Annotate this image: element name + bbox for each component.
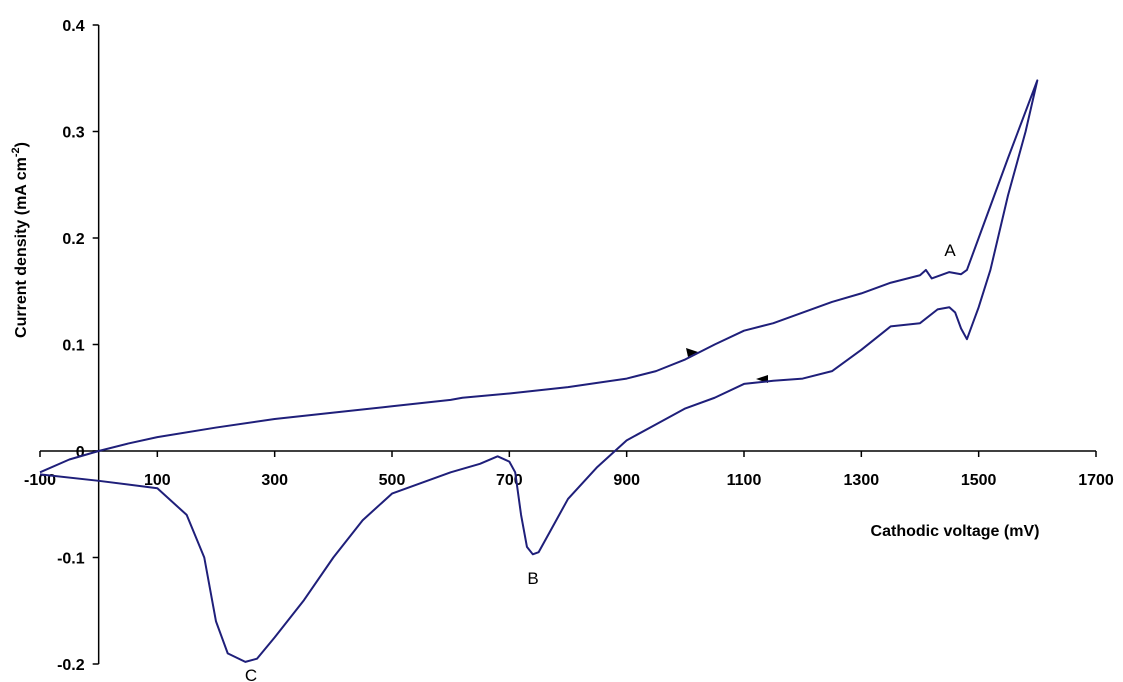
- y-tick-label: 0.2: [62, 231, 84, 248]
- x-tick-label: 500: [379, 472, 406, 489]
- x-tick-label: 1700: [1078, 472, 1114, 489]
- data-line: [39, 79, 1039, 663]
- y-label-text: Current density (mA cm: [13, 157, 30, 338]
- x-tick-label: 100: [144, 472, 171, 489]
- y-tick-label: -0.1: [57, 551, 85, 568]
- y-tick-label: -0.2: [57, 657, 85, 674]
- annotation: C: [245, 666, 257, 682]
- y-axis-label: Current density (mA cm-2): [10, 142, 30, 338]
- y-tick-label: 0.4: [62, 18, 84, 35]
- x-tick-label: 700: [496, 472, 523, 489]
- direction-arrow: [686, 348, 698, 357]
- x-tick-label: 1300: [844, 472, 880, 489]
- x-axis-label: Cathodic voltage (mV): [871, 523, 1040, 540]
- annotation: A: [944, 241, 956, 260]
- x-tick-label: 900: [613, 472, 640, 489]
- y-tick-label: 0: [76, 444, 85, 461]
- y-label-superscript: -2: [10, 147, 22, 157]
- annotation: B: [527, 569, 538, 588]
- y-tick-label: 0.1: [62, 338, 84, 355]
- x-tick-label: 300: [261, 472, 288, 489]
- x-tick-label: 1500: [961, 472, 997, 489]
- x-tick-label: 1100: [727, 472, 762, 489]
- y-label-suffix: ): [13, 142, 30, 147]
- y-tick-label: 0.3: [62, 125, 84, 142]
